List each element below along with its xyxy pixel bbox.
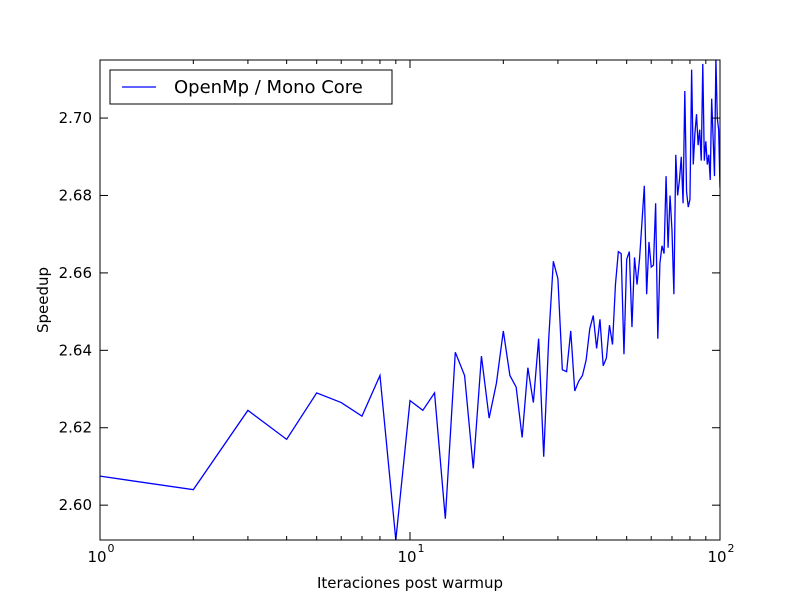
plot-background [100,60,720,540]
x-tick-label-exponent: 1 [418,542,425,555]
y-tick-label: 2.60 [59,496,92,514]
series-layer [100,60,720,540]
legend: OpenMp / Mono Core [109,69,393,105]
x-tick-label: 10 [397,548,416,566]
y-tick-label: 2.70 [59,109,92,127]
plot-frame [99,59,721,541]
y-tick-label: 2.64 [59,341,92,359]
legend-label: OpenMp / Mono Core [174,77,363,98]
series-line-0 [100,60,720,540]
y-tick-label: 2.66 [59,264,92,282]
x-tick-label: 10 [707,548,726,566]
y-axis-label: Speedup [34,267,52,333]
y-tick-label: 2.62 [59,419,92,437]
y-tick-label: 2.68 [59,186,92,204]
x-tick-label: 10 [87,548,106,566]
x-axis-label: Iteraciones post warmup [317,574,503,592]
x-tick-label-exponent: 0 [108,542,115,555]
x-tick-label-exponent: 2 [728,542,735,555]
legend-box [109,69,393,105]
